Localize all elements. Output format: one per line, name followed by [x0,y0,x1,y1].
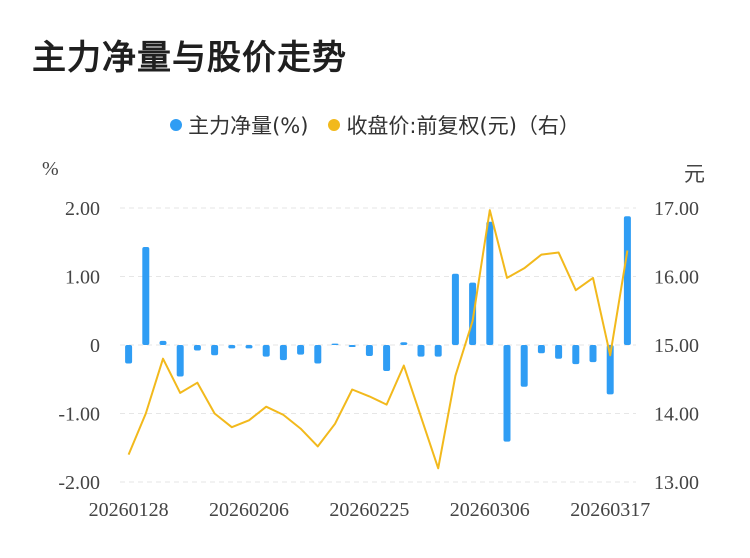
bar[interactable] [572,345,580,365]
chart-title: 主力净量与股价走势 [32,38,347,78]
bar[interactable] [383,345,391,372]
x-tick-label: 20260225 [329,499,409,521]
bar[interactable] [176,345,184,377]
right-axis-unit: 元 [684,162,705,186]
y-right-tick-label: 14.00 [654,404,699,426]
x-axis-ticks: 20260128 20260206 20260225 20260306 20260317 [89,499,651,521]
bar[interactable] [159,340,167,345]
y-axis-ticks: 2.00 17.00 1.00 16.00 0 15.00 -1.00 14.00 -2.00 1… [58,198,699,494]
bar[interactable] [606,345,614,395]
y-left-tick-label: -1.00 [58,404,100,426]
bar[interactable] [314,345,322,364]
y-left-tick-label: -2.00 [58,472,100,494]
bar[interactable] [469,282,477,345]
bar[interactable] [451,273,459,345]
legend-label-close-price: 收盘价:前复权(元)（右） [346,114,580,138]
x-tick-label: 20260206 [209,499,289,521]
y-right-tick-label: 17.00 [654,198,699,220]
bar[interactable] [262,345,270,357]
legend-dot-icon [328,119,341,131]
bar[interactable] [623,216,631,345]
bar[interactable] [520,345,528,387]
y-right-tick-label: 13.00 [654,472,699,494]
y-right-tick-label: 16.00 [654,267,699,289]
x-tick-label: 20260306 [450,499,530,521]
bar[interactable] [142,247,150,345]
close-price-line [127,209,629,470]
bar[interactable] [297,345,305,355]
y-left-tick-label: 1.00 [65,267,100,289]
bar[interactable] [365,345,373,356]
bar[interactable] [193,345,201,351]
bar[interactable] [537,345,545,354]
bar[interactable] [434,345,442,357]
net-volume-bars [125,216,631,442]
bar[interactable] [125,345,133,364]
x-tick-label: 20260317 [570,499,650,521]
left-axis-unit: % [42,158,59,180]
bar[interactable] [400,342,408,345]
bar[interactable] [331,343,339,345]
y-left-tick-label: 0 [90,335,100,357]
legend-item-close-price[interactable]: 收盘价:前复权(元)（右） [328,110,580,140]
y-right-tick-label: 15.00 [654,335,699,357]
legend-item-net-volume[interactable]: 主力净量(%) [170,110,308,140]
bar[interactable] [245,345,253,349]
bar[interactable] [417,345,425,357]
y-left-tick-label: 2.00 [65,198,100,220]
bar[interactable] [555,345,563,359]
bar[interactable] [486,221,494,345]
close-price-polyline [127,209,629,470]
chart-legend: 主力净量(%) 收盘价:前复权(元)（右） [0,110,750,140]
x-tick-label: 20260128 [89,499,169,521]
bar[interactable] [503,345,511,442]
legend-dot-icon [170,119,183,131]
bar[interactable] [228,345,236,349]
grid-lines [120,207,636,483]
legend-label-net-volume: 主力净量(%) [188,114,309,138]
bar[interactable] [211,345,219,356]
bar[interactable] [348,345,356,348]
bar[interactable] [589,345,597,363]
bar[interactable] [279,345,287,361]
